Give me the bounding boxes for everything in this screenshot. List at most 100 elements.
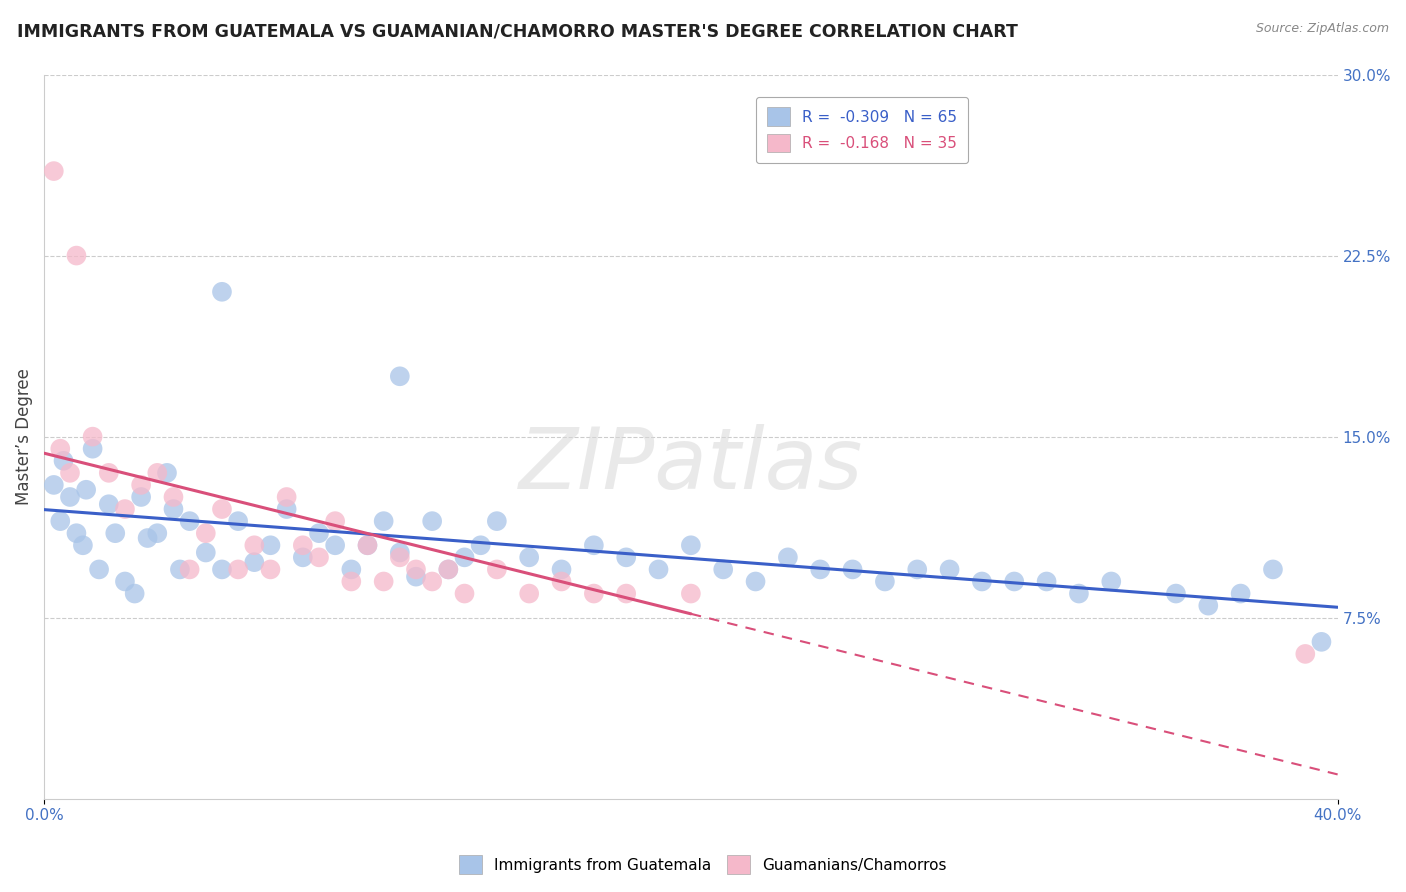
Point [276, 502, 298, 516]
Text: Source: ZipAtlas.com: Source: ZipAtlas.com [1256, 22, 1389, 36]
Point [340, 574, 363, 589]
Point [179, 514, 201, 528]
Point [1099, 574, 1122, 589]
Point [136, 531, 159, 545]
Point [841, 562, 863, 576]
Point [437, 562, 460, 576]
Point [517, 586, 540, 600]
Point [470, 538, 492, 552]
Point [970, 574, 993, 589]
Point [405, 569, 427, 583]
Point [129, 478, 152, 492]
Point [679, 586, 702, 600]
Point [162, 490, 184, 504]
Point [146, 466, 169, 480]
Point [59, 466, 82, 480]
Point [72, 538, 94, 552]
Point [1310, 635, 1333, 649]
Point [1035, 574, 1057, 589]
Point [291, 550, 314, 565]
Point [97, 466, 120, 480]
Point [129, 490, 152, 504]
Point [453, 550, 475, 565]
Point [65, 249, 87, 263]
Point [550, 562, 572, 576]
Point [453, 586, 475, 600]
Point [405, 562, 427, 576]
Point [437, 562, 460, 576]
Point [1002, 574, 1025, 589]
Point [259, 562, 281, 576]
Point [82, 442, 104, 456]
Point [87, 562, 110, 576]
Point [679, 538, 702, 552]
Point [211, 502, 233, 516]
Text: IMMIGRANTS FROM GUATEMALA VS GUAMANIAN/CHAMORRO MASTER'S DEGREE CORRELATION CHAR: IMMIGRANTS FROM GUATEMALA VS GUAMANIAN/C… [17, 22, 1018, 40]
Point [114, 502, 136, 516]
Point [124, 586, 146, 600]
Point [211, 562, 233, 576]
Point [340, 562, 363, 576]
Point [420, 514, 443, 528]
Point [104, 526, 127, 541]
Point [1294, 647, 1316, 661]
Point [1067, 586, 1090, 600]
Point [1229, 586, 1251, 600]
Point [388, 369, 411, 384]
Point [1197, 599, 1219, 613]
Point [59, 490, 82, 504]
Point [1164, 586, 1187, 600]
Point [97, 497, 120, 511]
Point [156, 466, 179, 480]
Point [1261, 562, 1284, 576]
Point [194, 545, 217, 559]
Point [211, 285, 233, 299]
Point [291, 538, 314, 552]
Point [614, 550, 637, 565]
Point [308, 526, 330, 541]
Point [146, 526, 169, 541]
Point [259, 538, 281, 552]
Point [42, 478, 65, 492]
Point [873, 574, 896, 589]
Point [356, 538, 378, 552]
Point [52, 454, 75, 468]
Point [226, 514, 249, 528]
Point [582, 538, 605, 552]
Point [114, 574, 136, 589]
Point [49, 514, 72, 528]
Point [550, 574, 572, 589]
Point [82, 430, 104, 444]
Point [614, 586, 637, 600]
Point [65, 526, 87, 541]
Point [744, 574, 766, 589]
Point [388, 550, 411, 565]
Point [808, 562, 831, 576]
Point [162, 502, 184, 516]
Point [194, 526, 217, 541]
Point [179, 562, 201, 576]
Point [485, 562, 508, 576]
Point [582, 586, 605, 600]
Point [373, 574, 395, 589]
Point [42, 164, 65, 178]
Point [485, 514, 508, 528]
Point [308, 550, 330, 565]
Legend: Immigrants from Guatemala, Guamanians/Chamorros: Immigrants from Guatemala, Guamanians/Ch… [453, 849, 953, 880]
Point [49, 442, 72, 456]
Point [75, 483, 97, 497]
Legend: R =  -0.309   N = 65, R =  -0.168   N = 35: R = -0.309 N = 65, R = -0.168 N = 35 [756, 96, 967, 163]
Point [243, 538, 266, 552]
Y-axis label: Master’s Degree: Master’s Degree [15, 368, 32, 505]
Point [226, 562, 249, 576]
Point [517, 550, 540, 565]
Point [776, 550, 799, 565]
Point [373, 514, 395, 528]
Text: ZIPatlas: ZIPatlas [519, 424, 863, 508]
Point [323, 538, 346, 552]
Point [276, 490, 298, 504]
Point [243, 555, 266, 569]
Point [420, 574, 443, 589]
Point [169, 562, 191, 576]
Point [647, 562, 669, 576]
